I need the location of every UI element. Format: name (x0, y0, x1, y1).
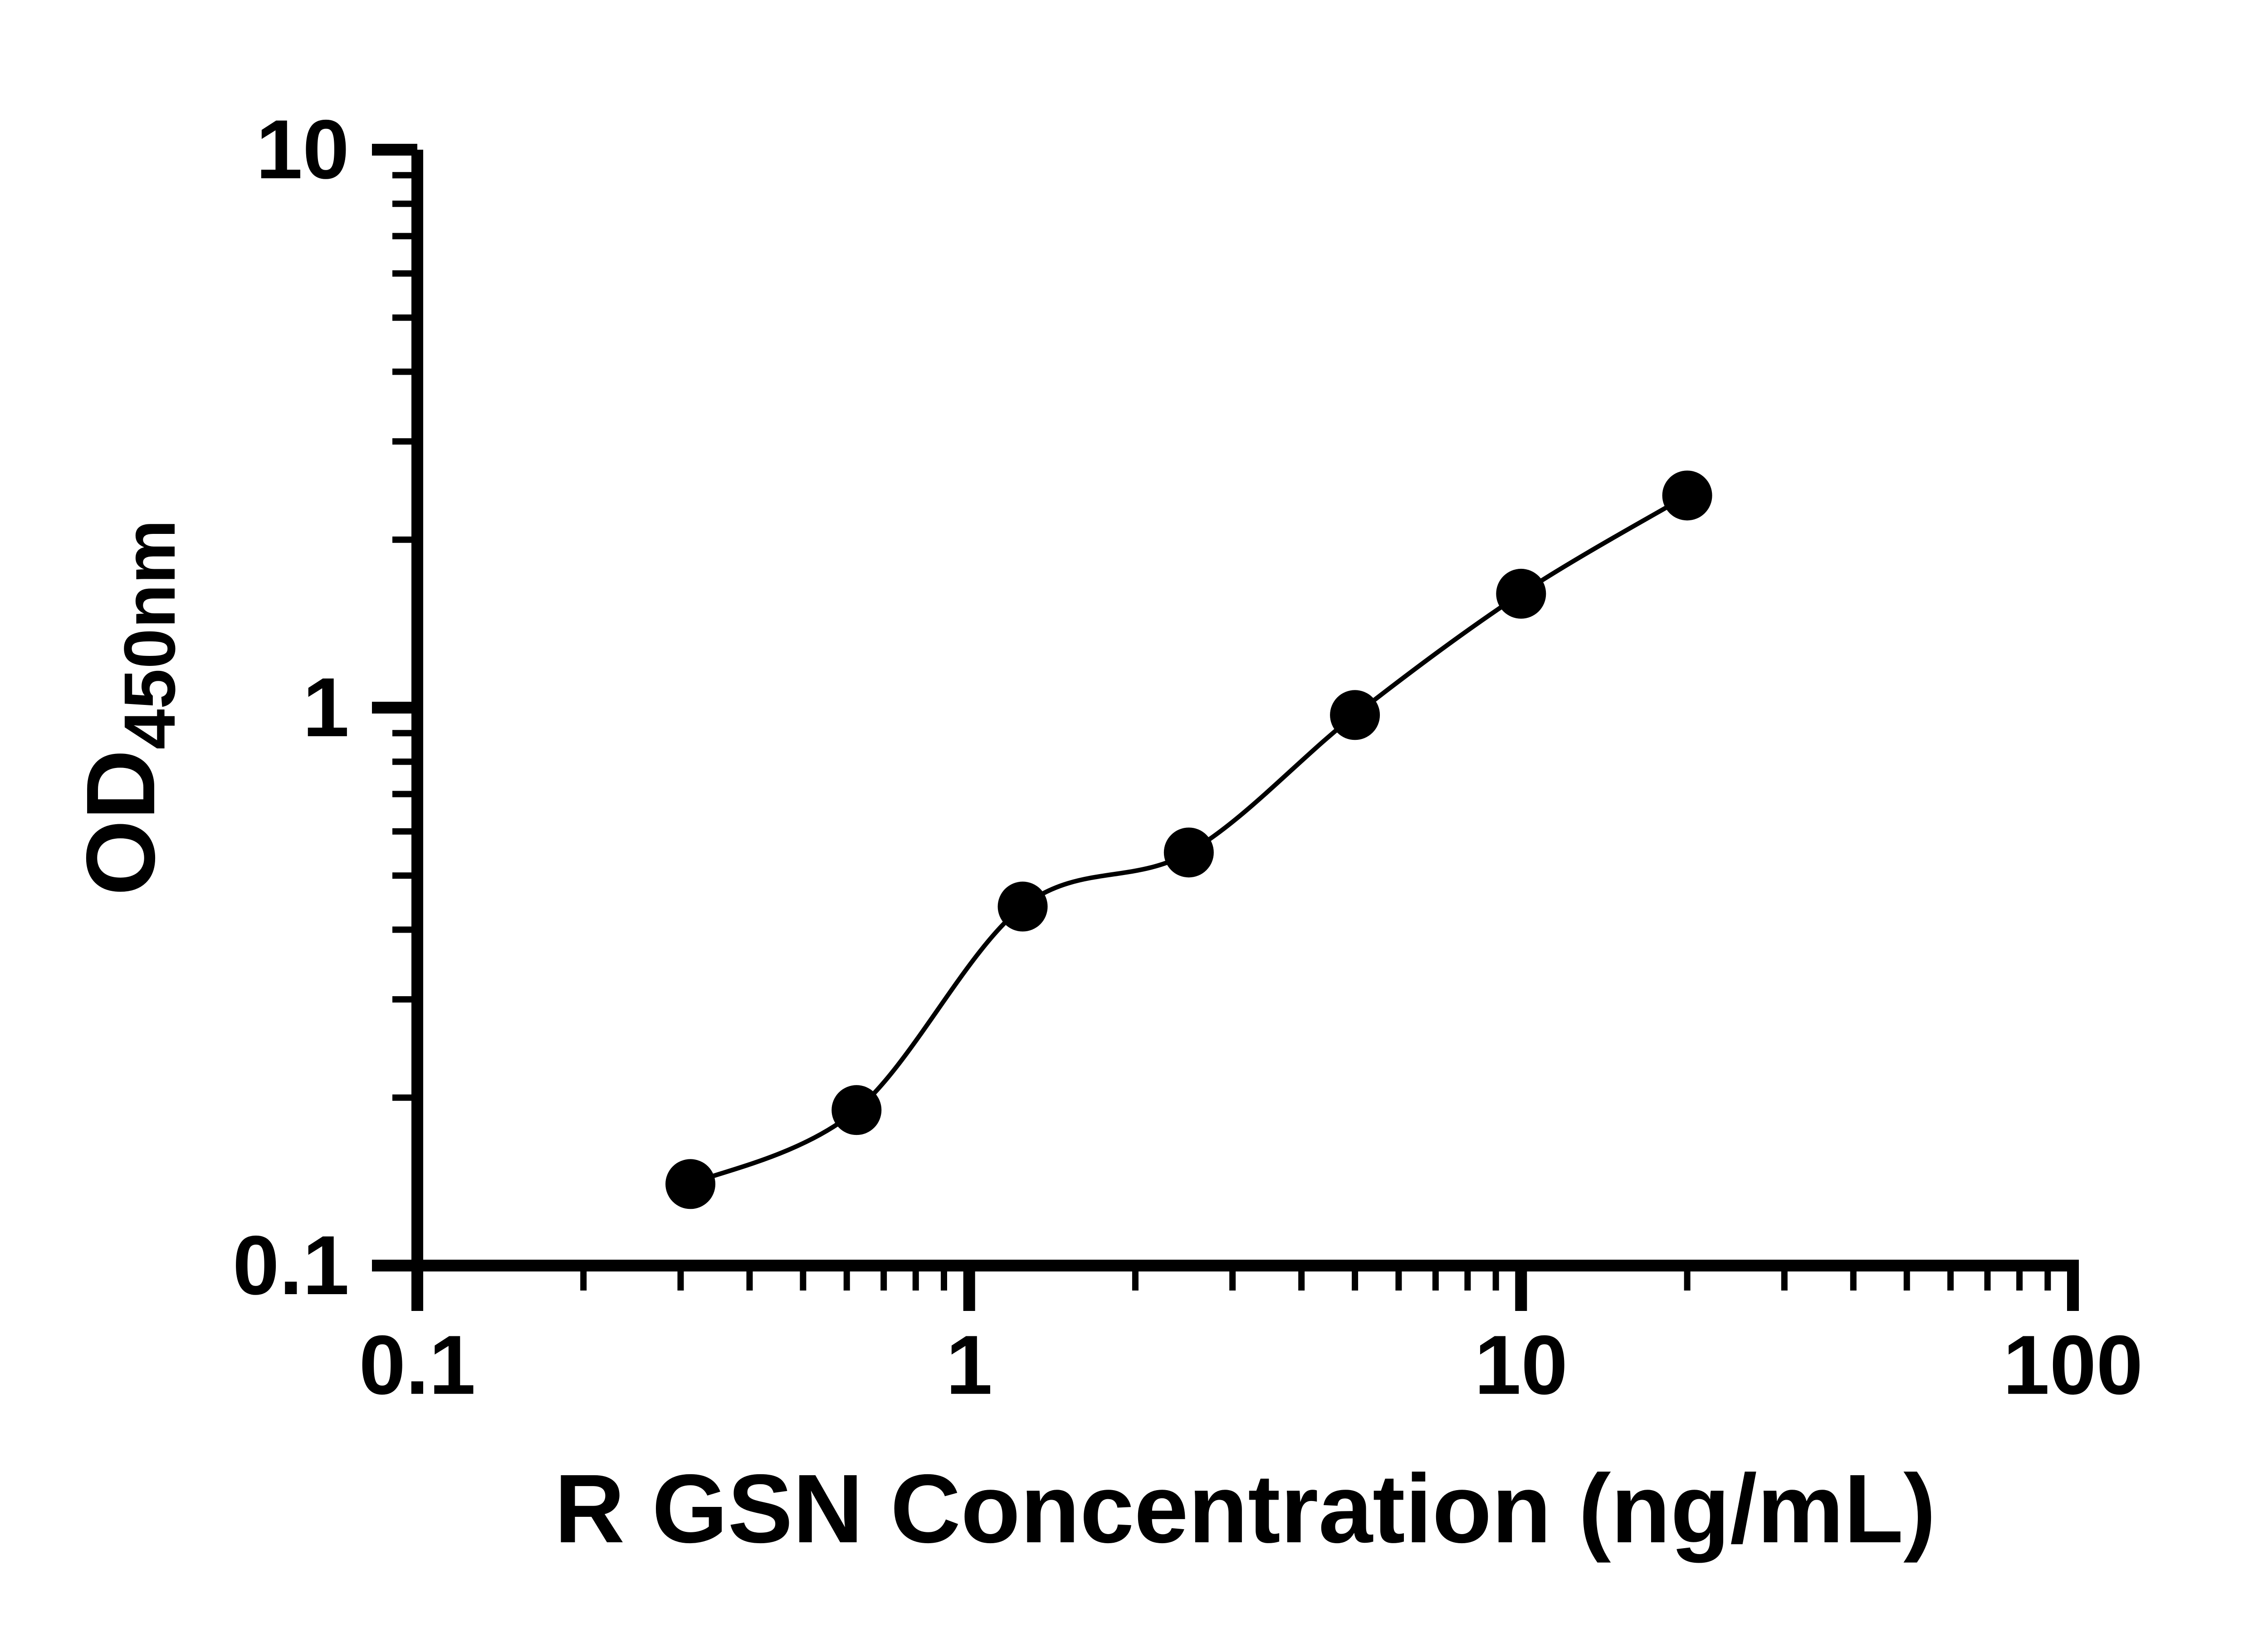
y-tick-label: 10 (256, 103, 349, 196)
x-tick-label: 1 (946, 1319, 992, 1412)
axes-group (411, 150, 2079, 1271)
y-tick-label: 1 (303, 661, 349, 754)
data-point (1662, 470, 1712, 521)
data-point (1496, 568, 1546, 619)
data-point (831, 1085, 882, 1135)
data-point (997, 881, 1048, 932)
tick-labels-group: 0.1 1 10 100 0.1 1 10 (233, 103, 2143, 1412)
x-tick-label: 0.1 (359, 1319, 475, 1412)
data-point (1163, 827, 1214, 878)
x-tick-label: 100 (2003, 1319, 2143, 1412)
y-tick-label: 0.1 (233, 1219, 349, 1312)
y-axis-title: OD450nm (66, 519, 190, 895)
data-point (1330, 690, 1380, 740)
x-tick-label: 10 (1474, 1319, 1568, 1412)
data-points-group (665, 470, 1712, 1209)
y-axis-title-main: OD (66, 749, 175, 896)
y-axis-title-subscript: 450nm (109, 519, 190, 749)
ticks-group (372, 144, 2079, 1311)
data-point (665, 1159, 716, 1209)
x-axis-title: R GSN Concentration (ng/mL) (554, 1454, 1936, 1563)
